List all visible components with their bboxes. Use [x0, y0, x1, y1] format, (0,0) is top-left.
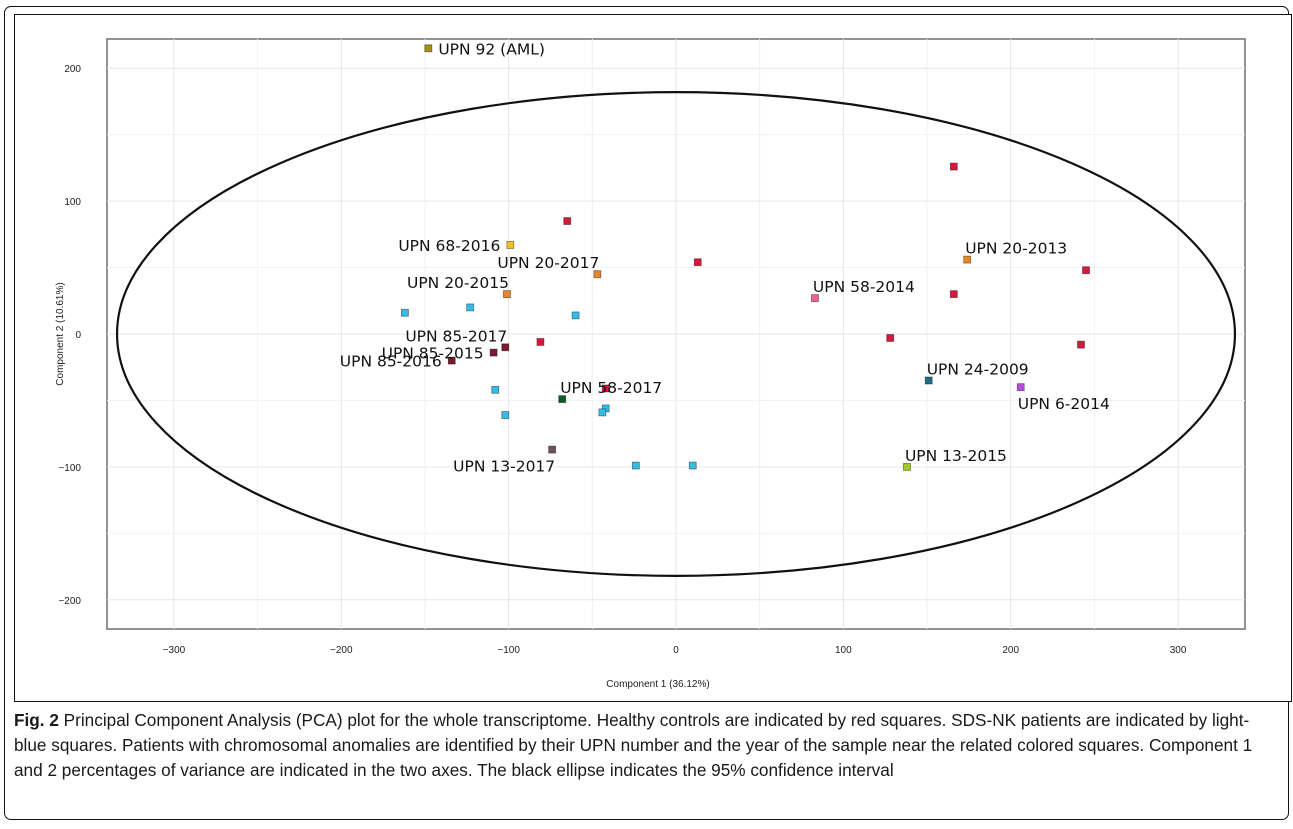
chart-panel: −300 −200 −100 0 100 200 300 −200 −100 0 100 200 Com…	[14, 14, 1292, 702]
point-label: UPN 20-2013	[965, 240, 1067, 258]
x-tick-label: −200	[330, 645, 353, 656]
healthy-control-point	[1082, 266, 1090, 275]
point-label: UPN 13-2017	[453, 458, 555, 476]
labeled-patient-point	[903, 462, 911, 471]
y-tick-label: −200	[58, 596, 81, 607]
point-label: UPN 13-2015	[905, 447, 1007, 465]
y-axis-label: Component 2 (10.61%)	[55, 282, 66, 385]
sds-nk-patient-point	[491, 385, 500, 394]
healthy-control-point	[949, 290, 958, 299]
y-tick-label: 100	[64, 197, 81, 208]
healthy-control-point	[693, 258, 702, 267]
figure-caption: Fig. 2 Principal Component Analysis (PCA…	[14, 708, 1280, 783]
sds-nk-patient-point	[598, 408, 607, 417]
caption-label: Fig. 2	[14, 710, 59, 730]
point-label: UPN 20-2015	[407, 274, 509, 292]
x-tick-label: 100	[835, 645, 852, 656]
healthy-control-point	[1077, 340, 1085, 349]
x-tick-label: −100	[497, 645, 520, 656]
point-label: UPN 20-2017	[497, 254, 599, 272]
point-label: UPN 6-2014	[1018, 395, 1110, 413]
healthy-control-point	[601, 384, 610, 393]
point-label: UPN 58-2017	[560, 379, 662, 397]
x-tick-label: −300	[163, 645, 186, 656]
healthy-control-point	[949, 162, 958, 171]
x-tick-label: 200	[1002, 645, 1019, 656]
labeled-patient-point	[924, 376, 933, 385]
labeled-patient-point	[548, 445, 557, 454]
healthy-control-point	[536, 338, 545, 346]
confidence-ellipse	[115, 91, 1237, 577]
point-label: UPN 85-2016	[340, 353, 442, 371]
sds-nk-patient-point	[466, 303, 475, 312]
healthy-control-point	[563, 217, 572, 225]
labeled-patient-point	[503, 290, 511, 299]
labeled-patient-point	[501, 343, 510, 352]
labeled-patient-point	[489, 348, 498, 357]
labeled-patient-point	[447, 356, 456, 365]
point-label: UPN 85-2017	[405, 327, 507, 345]
labeled-patient-point	[506, 241, 515, 249]
x-tick-label: 0	[673, 645, 679, 656]
sds-nk-patient-point	[571, 311, 580, 320]
point-label: UPN 85-2015	[382, 345, 484, 363]
sds-nk-patient-point	[400, 308, 409, 317]
labeled-patient-point	[593, 270, 602, 279]
caption-text: Principal Component Analysis (PCA) plot …	[14, 710, 1253, 780]
point-label: UPN 68-2016	[398, 237, 500, 255]
point-label: UPN 58-2014	[813, 278, 915, 296]
sds-nk-patient-point	[631, 461, 640, 470]
labeled-patient-point	[424, 44, 433, 53]
labeled-patient-point	[1016, 383, 1025, 392]
labeled-patient-point	[558, 395, 567, 404]
sds-nk-patient-point	[501, 411, 510, 419]
labeled-patient-point	[811, 294, 819, 303]
pca-scatter-plot: −300 −200 −100 0 100 200 300 −200 −100 0 100 200 Com…	[55, 38, 1246, 690]
y-tick-label: −100	[58, 463, 81, 474]
point-label: UPN 24-2009	[927, 361, 1029, 379]
labeled-patient-point	[963, 255, 972, 264]
healthy-control-point	[886, 334, 895, 342]
x-axis-label: Component 1 (36.12%)	[606, 679, 709, 690]
point-label: UPN 92 (AML)	[438, 40, 545, 58]
y-tick-label: 0	[75, 330, 81, 341]
y-tick-label: 200	[64, 64, 81, 75]
x-tick-label: 300	[1170, 645, 1187, 656]
sds-nk-patient-point	[688, 461, 697, 470]
